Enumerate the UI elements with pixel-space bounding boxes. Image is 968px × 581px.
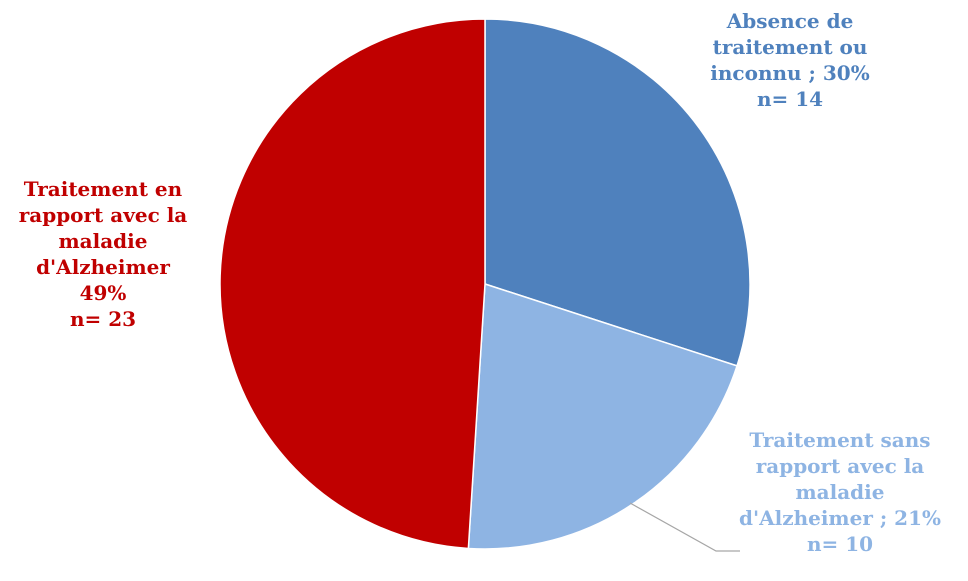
slice-label-absence-line: traitement ou [712, 35, 868, 59]
slice-label-absence: Absence de traitement ou inconnu ; 30% n… [660, 8, 920, 112]
slice-label-alz-line: 49% [79, 281, 127, 305]
slice-label-sans-line: d'Alzheimer ; 21% [738, 506, 941, 530]
slice-label-sans-line: Traitement sans [749, 428, 931, 452]
pie-slice-sans [467, 282, 738, 550]
slice-label-absence-line: Absence de [726, 9, 854, 33]
leader-line-sans-rapport [629, 502, 740, 552]
pie-slice-absence [484, 18, 751, 367]
slice-label-sans-line: n= 10 [806, 532, 874, 556]
slice-label-absence-line: inconnu ; 30% [710, 61, 870, 85]
slice-label-alz-line: d'Alzheimer [36, 255, 170, 279]
slice-label-alz-line: maladie [58, 229, 148, 253]
slice-label-absence-line: n= 14 [756, 87, 824, 111]
pie-slice-alz [219, 18, 486, 550]
slice-label-alz-line: rapport avec la [18, 203, 188, 227]
slice-label-sans-rapport: Traitement sans rapport avec la maladie … [715, 427, 965, 557]
slice-label-alzheimer: Traitement en rapport avec la maladie d'… [0, 176, 206, 332]
slice-label-sans-line: rapport avec la [755, 454, 925, 478]
slice-label-alz-line: Traitement en [23, 177, 183, 201]
slice-label-alz-line: n= 23 [69, 307, 137, 331]
slice-label-sans-line: maladie [795, 480, 885, 504]
